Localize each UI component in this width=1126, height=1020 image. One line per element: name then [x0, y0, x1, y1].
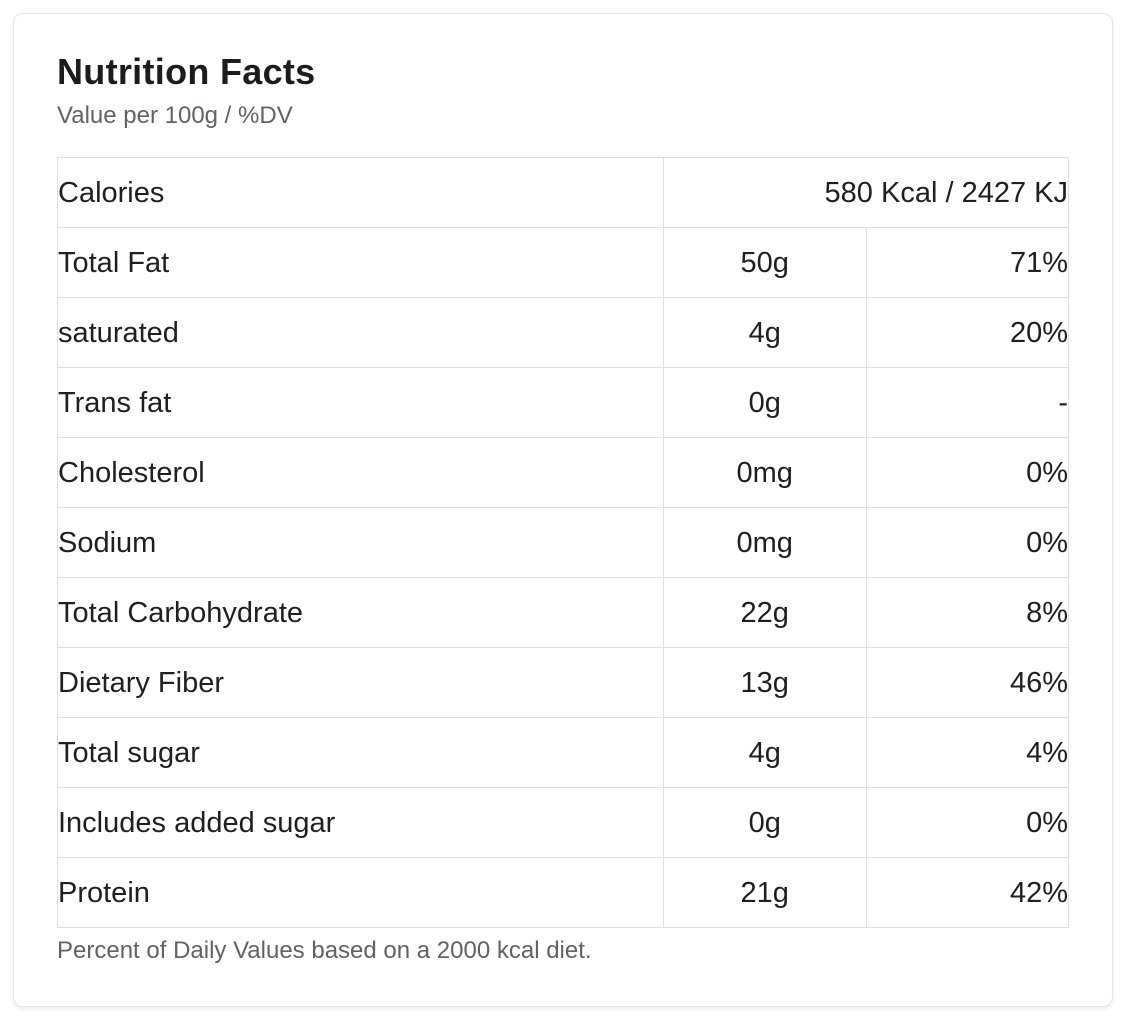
nutrient-row: Total sugar 4g 4%: [57, 717, 1070, 788]
nutrient-amount: 50g: [662, 227, 867, 298]
nutrient-label: Total Carbohydrate: [57, 577, 664, 648]
calories-value: 580 Kcal / 2427 KJ: [662, 157, 1070, 228]
nutrient-label: saturated: [57, 297, 664, 368]
nutrient-dv: 20%: [865, 297, 1070, 368]
calories-label: Calories: [57, 157, 664, 228]
nutrient-dv: 42%: [865, 857, 1070, 928]
nutrient-label: Includes added sugar: [57, 787, 664, 858]
nutrient-label: Total sugar: [57, 717, 664, 788]
nutrient-amount: 13g: [662, 647, 867, 718]
nutrient-dv: 0%: [865, 787, 1070, 858]
nutrient-dv: 46%: [865, 647, 1070, 718]
nutrient-amount: 4g: [662, 717, 867, 788]
daily-values-footnote: Percent of Daily Values based on a 2000 …: [57, 937, 592, 964]
calories-row: Calories 580 Kcal / 2427 KJ: [57, 157, 1070, 228]
nutrient-dv: 0%: [865, 437, 1070, 508]
nutrient-row: Trans fat 0g -: [57, 367, 1070, 438]
nutrient-label: Dietary Fiber: [57, 647, 664, 718]
nutrient-label: Total Fat: [57, 227, 664, 298]
nutrient-amount: 0mg: [662, 507, 867, 578]
nutrient-amount: 21g: [662, 857, 867, 928]
nutrient-label: Cholesterol: [57, 437, 664, 508]
card-subtitle: Value per 100g / %DV: [57, 102, 293, 129]
nutrient-amount: 0mg: [662, 437, 867, 508]
nutrient-row: Sodium 0mg 0%: [57, 507, 1070, 578]
nutrient-dv: 4%: [865, 717, 1070, 788]
nutrient-row: Protein 21g 42%: [57, 857, 1070, 928]
nutrient-row: Cholesterol 0mg 0%: [57, 437, 1070, 508]
nutrient-amount: 22g: [662, 577, 867, 648]
nutrition-facts-card: Nutrition Facts Value per 100g / %DV Cal…: [13, 13, 1113, 1007]
nutrient-label: Trans fat: [57, 367, 664, 438]
nutrient-row: saturated 4g 20%: [57, 297, 1070, 368]
nutrient-dv: -: [865, 367, 1070, 438]
nutrient-dv: 71%: [865, 227, 1070, 298]
nutrient-row: Total Fat 50g 71%: [57, 227, 1070, 298]
nutrient-label: Sodium: [57, 507, 664, 578]
nutrient-dv: 0%: [865, 507, 1070, 578]
nutrient-row: Total Carbohydrate 22g 8%: [57, 577, 1070, 648]
nutrient-dv: 8%: [865, 577, 1070, 648]
nutrient-row: Dietary Fiber 13g 46%: [57, 647, 1070, 718]
nutrient-label: Protein: [57, 857, 664, 928]
page-title: Nutrition Facts: [57, 51, 316, 92]
nutrition-table-body: Calories 580 Kcal / 2427 KJ Total Fat 50…: [57, 157, 1070, 928]
nutrient-amount: 4g: [662, 297, 867, 368]
nutrient-amount: 0g: [662, 367, 867, 438]
nutrition-table: Calories 580 Kcal / 2427 KJ Total Fat 50…: [57, 157, 1070, 928]
nutrient-row: Includes added sugar 0g 0%: [57, 787, 1070, 858]
nutrient-amount: 0g: [662, 787, 867, 858]
